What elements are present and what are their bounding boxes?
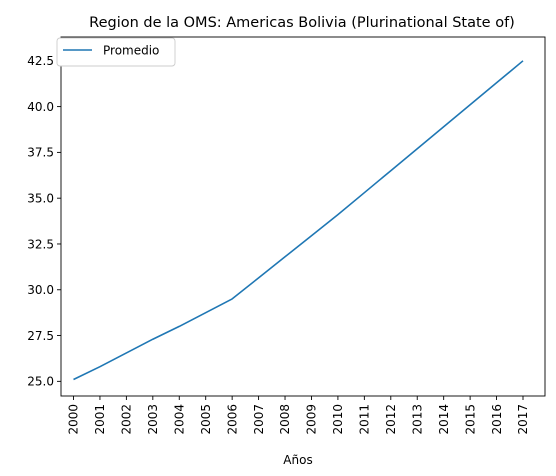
y-tick-label: 27.5 xyxy=(27,329,54,343)
x-tick-label: 2017 xyxy=(516,404,530,435)
x-tick-label: 2010 xyxy=(331,404,345,435)
x-tick-label: 2013 xyxy=(410,404,424,435)
x-tick-label: 2006 xyxy=(225,404,239,435)
y-tick-label: 25.0 xyxy=(27,375,54,389)
legend: Promedio xyxy=(56,37,176,67)
x-tick-label: 2002 xyxy=(120,404,134,435)
legend-label: Promedio xyxy=(103,44,159,58)
y-tick-label: 32.5 xyxy=(27,237,54,251)
plot-frame xyxy=(60,36,546,397)
x-axis: 2000 2001 2002 2003 2004 2005 2006 2007 2008 2009… xyxy=(67,396,530,435)
y-axis: 25.0 27.5 30.0 32.5 35.0 37.5 40.0 42.5 xyxy=(27,54,61,389)
x-tick-label: 2004 xyxy=(172,404,186,435)
plot-area xyxy=(61,37,545,396)
y-tick-label: 42.5 xyxy=(27,54,54,68)
x-tick-label: 2008 xyxy=(278,404,292,435)
y-tick-label: 37.5 xyxy=(27,146,54,160)
x-tick-label: 2003 xyxy=(146,404,160,435)
x-axis-label: Años xyxy=(283,453,312,467)
chart-title: Region de la OMS: Americas Bolivia (Plur… xyxy=(89,15,515,31)
x-tick-label: 2000 xyxy=(67,404,81,435)
y-tick-label: 35.0 xyxy=(27,191,54,205)
x-tick-label: 2014 xyxy=(437,404,451,435)
series-group xyxy=(73,60,524,381)
x-tick-label: 2015 xyxy=(463,404,477,435)
legend-box xyxy=(56,37,176,67)
x-tick-label: 2012 xyxy=(384,404,398,435)
x-tick-label: 2001 xyxy=(93,404,107,435)
series-line xyxy=(73,60,524,381)
x-tick-label: 2007 xyxy=(252,404,266,435)
x-tick-label: 2009 xyxy=(305,404,319,435)
y-tick-label: 30.0 xyxy=(27,283,54,297)
x-tick-label: 2005 xyxy=(199,404,213,435)
y-tick-label: 40.0 xyxy=(27,100,54,114)
x-tick-label: 2011 xyxy=(358,404,372,435)
x-tick-label: 2016 xyxy=(490,404,504,435)
